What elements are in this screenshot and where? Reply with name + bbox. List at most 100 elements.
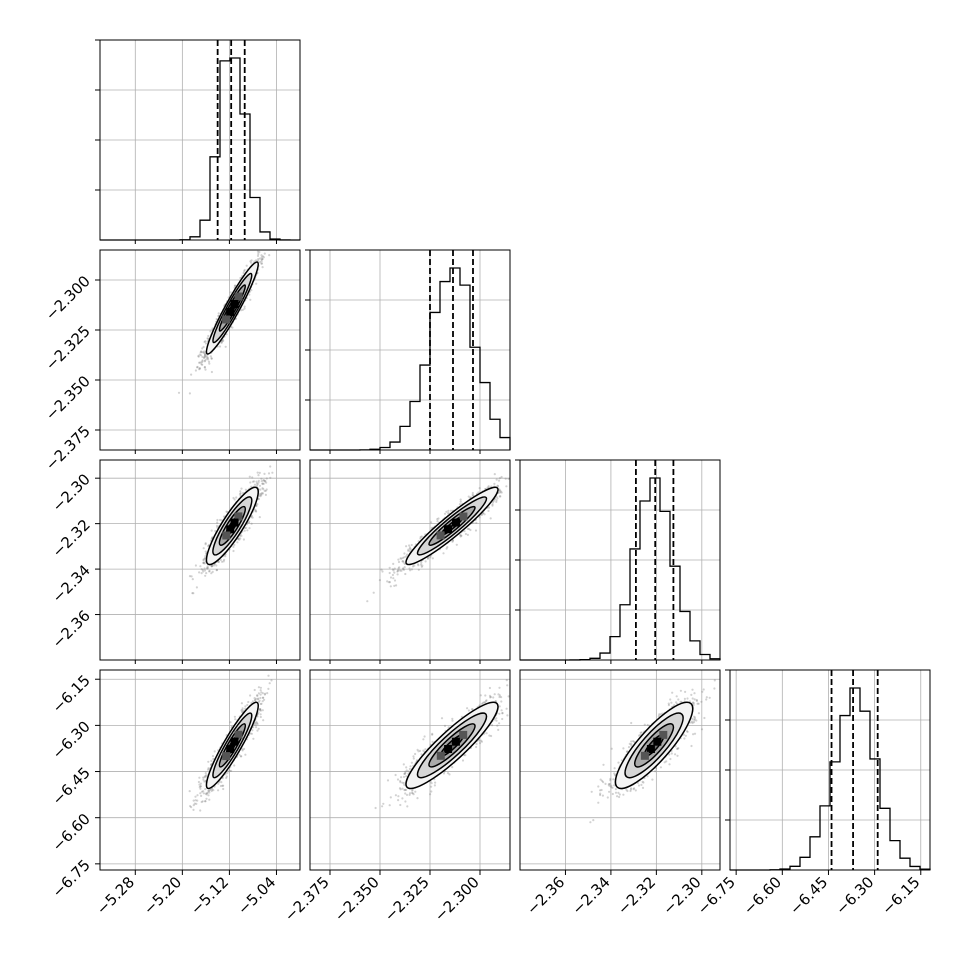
sample-point bbox=[381, 570, 384, 573]
sample-point bbox=[208, 798, 211, 801]
sample-point bbox=[225, 510, 228, 513]
sample-point bbox=[391, 573, 394, 577]
sample-point bbox=[260, 262, 263, 265]
sample-point bbox=[263, 489, 266, 492]
sample-point bbox=[201, 360, 204, 363]
sample-point bbox=[215, 569, 218, 572]
sample-point bbox=[217, 312, 220, 315]
sample-point bbox=[495, 500, 498, 503]
sample-point bbox=[257, 692, 260, 695]
sample-point bbox=[199, 351, 202, 354]
sample-point bbox=[252, 737, 255, 740]
sample-point bbox=[221, 340, 224, 343]
sample-point bbox=[260, 258, 263, 261]
sample-point bbox=[491, 503, 494, 506]
sample-point bbox=[241, 708, 244, 711]
sample-point bbox=[404, 572, 407, 576]
sample-point bbox=[200, 351, 203, 354]
sample-point bbox=[260, 260, 263, 263]
sample-point bbox=[198, 571, 201, 574]
sample-point bbox=[198, 368, 201, 371]
sample-point bbox=[397, 560, 401, 564]
sample-point bbox=[204, 800, 207, 803]
sample-point bbox=[201, 351, 204, 354]
sample-point bbox=[249, 298, 252, 301]
sample-point bbox=[219, 518, 222, 522]
sample-point bbox=[264, 489, 267, 492]
sample-point bbox=[261, 266, 264, 269]
sample-point bbox=[204, 368, 207, 371]
sample-point bbox=[203, 356, 206, 359]
sample-point bbox=[242, 271, 245, 275]
sample-point bbox=[213, 564, 216, 567]
sample-point bbox=[197, 780, 200, 784]
sample-point bbox=[216, 521, 219, 524]
sample-point bbox=[196, 365, 199, 369]
sample-point bbox=[203, 365, 206, 369]
sample-point bbox=[218, 345, 222, 348]
density-peak bbox=[222, 315, 231, 324]
sample-point bbox=[388, 581, 391, 584]
sample-point bbox=[443, 512, 447, 515]
sample-point bbox=[471, 491, 474, 495]
sample-point bbox=[391, 568, 394, 571]
sample-point bbox=[431, 557, 434, 560]
sample-point bbox=[205, 572, 208, 575]
sample-point bbox=[255, 480, 258, 483]
sample-point bbox=[216, 518, 219, 522]
sample-point bbox=[255, 504, 258, 507]
sample-point bbox=[221, 560, 224, 563]
sample-point bbox=[257, 252, 260, 256]
sample-point bbox=[202, 356, 206, 360]
sample-point bbox=[209, 330, 212, 333]
sample-point bbox=[255, 482, 259, 485]
sample-point bbox=[256, 471, 259, 474]
sample-point bbox=[258, 484, 262, 487]
sample-point bbox=[224, 345, 227, 348]
sample-point bbox=[199, 809, 202, 812]
sample-point bbox=[442, 552, 445, 555]
sample-point bbox=[202, 570, 205, 573]
sample-point bbox=[255, 510, 258, 513]
sample-point bbox=[191, 578, 194, 581]
sample-point bbox=[204, 340, 207, 343]
panel-2-2 bbox=[515, 459, 721, 661]
sample-point bbox=[215, 524, 219, 528]
sample-point bbox=[210, 759, 213, 763]
sample-point bbox=[250, 514, 253, 518]
sample-point bbox=[198, 361, 201, 364]
sample-point bbox=[417, 568, 420, 571]
sample-point bbox=[424, 560, 427, 563]
sample-point bbox=[464, 532, 467, 536]
sample-point bbox=[263, 480, 266, 483]
sample-point bbox=[194, 564, 197, 567]
density-peak bbox=[222, 531, 231, 540]
sample-point bbox=[198, 367, 202, 370]
sample-point bbox=[249, 694, 252, 697]
sample-point bbox=[233, 543, 236, 547]
sample-point bbox=[243, 268, 246, 272]
sample-point bbox=[197, 355, 200, 358]
sample-point bbox=[209, 355, 212, 358]
sample-point bbox=[251, 480, 254, 483]
sample-point bbox=[250, 261, 253, 264]
sample-point bbox=[403, 552, 406, 555]
sample-point bbox=[263, 252, 266, 255]
sample-point bbox=[245, 264, 248, 267]
sample-point bbox=[210, 572, 213, 575]
sample-point bbox=[262, 482, 265, 485]
sample-point bbox=[258, 516, 261, 519]
sample-point bbox=[203, 557, 206, 560]
sample-point bbox=[210, 370, 213, 374]
sample-point bbox=[257, 498, 260, 501]
sample-point bbox=[478, 487, 481, 490]
sample-point bbox=[262, 256, 265, 259]
sample-point bbox=[232, 545, 235, 549]
sample-point bbox=[255, 282, 258, 285]
sample-point bbox=[447, 511, 450, 515]
sample-point bbox=[498, 495, 501, 498]
sample-point bbox=[220, 341, 223, 344]
sample-point bbox=[215, 564, 218, 567]
sample-point bbox=[437, 517, 440, 520]
